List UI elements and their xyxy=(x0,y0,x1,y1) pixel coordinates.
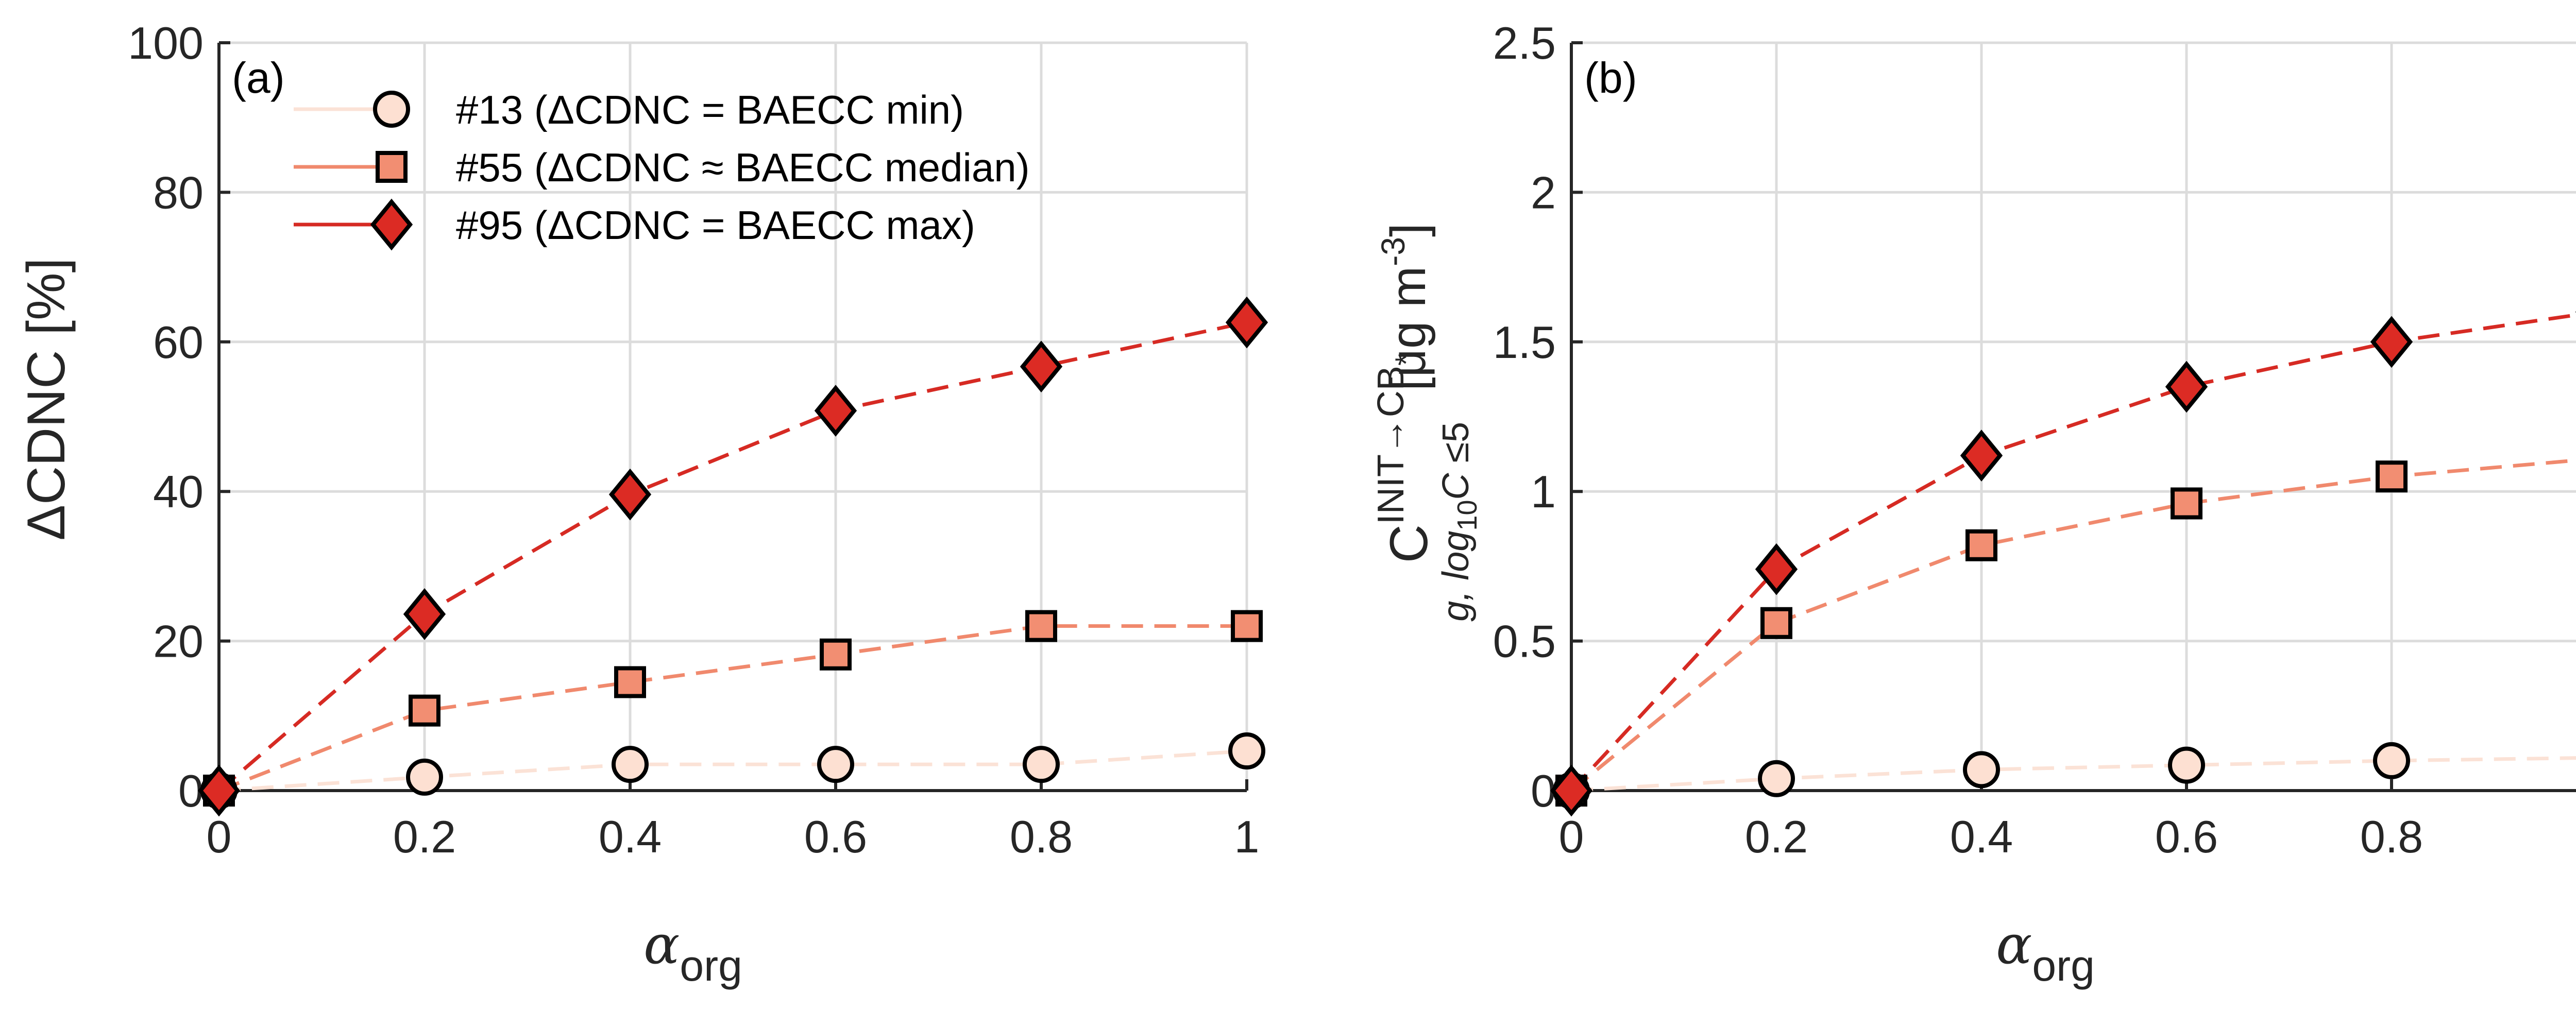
panel-b-y-units-close: ] xyxy=(1381,223,1436,237)
panel-b-series-1-line xyxy=(1570,458,2576,792)
panel-b-x-tick-label: 0.4 xyxy=(1950,811,2013,862)
panel-a-y-tick-label: 100 xyxy=(128,18,204,69)
panel-a-series-2-point xyxy=(1020,340,1063,393)
panel-a-series-2-point xyxy=(1225,296,1268,349)
panel-a-series-1-line xyxy=(218,624,1247,793)
panel-a-series-2-point xyxy=(197,764,241,817)
panel-a-series-1-point xyxy=(1231,610,1263,642)
panel-a-y-tick-label: 60 xyxy=(153,317,204,368)
panel-b-series-0-point xyxy=(1963,751,2000,789)
panel-a-series-0-point xyxy=(1228,732,1265,770)
panel-a-x-tick-label: 0.8 xyxy=(1010,811,1073,862)
panel-b-y-star: * xyxy=(1389,354,1423,366)
panel-a-series xyxy=(197,296,1268,817)
panel-a-x-tick-label: 0 xyxy=(207,811,232,862)
panel-a-y-axis-title: ΔCDNC [%] xyxy=(16,258,76,540)
panel-b-series-0-point xyxy=(1758,760,1795,797)
panel-b-y-tick-label: 1.5 xyxy=(1493,317,1556,368)
panel-a-series-2-point xyxy=(403,588,446,640)
legend-label-1: #55 (ΔCDNC ≈ BAECC median) xyxy=(456,145,1030,190)
panel-b-label: (b) xyxy=(1584,54,1637,102)
panel-b-y-units-exp: -3 xyxy=(1375,237,1412,266)
panel-b-y-axis-title: CINIT→CB*g, log10C ≤5[μg m-3] xyxy=(1370,223,1483,621)
panel-a-x-tick-label: 1 xyxy=(1234,811,1260,862)
panel-b-series-1-point xyxy=(2171,487,2202,520)
panel-b-x-axis-alpha: α xyxy=(1996,913,2032,976)
panel-b-y-subscript-suffix: ≤5 xyxy=(1435,422,1477,473)
panel-b-y-units: [μg m xyxy=(1381,266,1436,391)
panel-b-y-symbol: C xyxy=(1379,524,1439,563)
panel-a-series-1-point xyxy=(614,666,646,698)
panel-a-series-1-point xyxy=(409,694,440,727)
legend-label-2: #95 (ΔCDNC = BAECC max) xyxy=(456,202,975,248)
panel-b-grid xyxy=(1570,41,2576,792)
legend: #13 (ΔCDNC = BAECC min) #55 (ΔCDNC ≈ BAEC… xyxy=(294,87,1030,251)
panel-b-y-tick-label: 0.5 xyxy=(1493,616,1556,667)
panel-a-y-tick-label: 20 xyxy=(153,616,204,667)
panel-b-y-superscript: INIT→CB xyxy=(1370,366,1412,524)
panel-b-y-tick-label: 2.5 xyxy=(1493,18,1556,69)
panel-a-series-1-point xyxy=(820,638,852,671)
panel-b-series-0-point xyxy=(2373,742,2410,779)
legend-label-0: #13 (ΔCDNC = BAECC min) xyxy=(456,87,964,132)
panel-b-series-2-point xyxy=(2370,316,2413,368)
panel-a-series-0-point xyxy=(612,746,649,783)
panel-a-series-1-point xyxy=(1025,610,1057,642)
panel-b-x-tick-label: 0.2 xyxy=(1745,811,1808,862)
panel-b-x-axis-sub: org xyxy=(2032,941,2094,990)
panel-b-y-subscript-prefix: g, log xyxy=(1435,531,1477,622)
panel-b-series-2-point xyxy=(2165,361,2208,413)
panel-b-series-2-line xyxy=(1570,313,2576,792)
panel-a-x-tick-label: 0.6 xyxy=(804,811,867,862)
panel-b-series xyxy=(1550,311,2576,817)
panel-b-y-subscript-c: C xyxy=(1435,472,1477,500)
panel-a-series-2-line xyxy=(217,320,1247,792)
panel-a-series-2-point xyxy=(608,468,652,521)
panel-b-series-1-point xyxy=(2376,460,2408,493)
panel-b-y-tick-label: 2 xyxy=(1531,167,1556,218)
panel-b-axes xyxy=(1570,41,2576,792)
panel-b-y-tick-label: 1 xyxy=(1531,466,1556,517)
panel-a-series-2-point xyxy=(814,385,857,437)
legend-marker-1 xyxy=(376,151,408,183)
panel-b-series-1-point xyxy=(1965,529,1997,561)
panel-b-series-2-point xyxy=(1960,430,2003,482)
panel-b-series-0-line xyxy=(1571,756,2576,793)
panel-b-y-subscript-ten: 10 xyxy=(1452,500,1483,530)
panel-a-y-tick-label: 40 xyxy=(153,466,204,517)
panel-a-x-axis-sub: org xyxy=(680,941,742,990)
panel-a-series-0-point xyxy=(1023,746,1060,783)
panel-b-x-tick-label: 0 xyxy=(1559,811,1584,862)
legend-marker-2 xyxy=(370,198,413,251)
panel-b-x-axis-title: αorg xyxy=(1996,913,2095,990)
panel-b-x-tick-label: 0.8 xyxy=(2360,811,2423,862)
panel-b-series-0-point xyxy=(2168,746,2205,784)
legend-marker-0 xyxy=(373,91,410,128)
panel-a-x-axis-title: αorg xyxy=(643,913,742,990)
panel-a-x-tick-label: 0.2 xyxy=(393,811,456,862)
panel-a-x-axis-alpha: α xyxy=(643,913,680,976)
panel-a-label: (a) xyxy=(232,54,285,102)
panel-a-x-tick-label: 0.4 xyxy=(599,811,662,862)
panel-a-series-0-line xyxy=(218,749,1247,793)
panel-b-x-tick-label: 0.6 xyxy=(2155,811,2218,862)
panel-b-series-1-point xyxy=(1760,607,1792,639)
panel-a-series-0-point xyxy=(406,758,443,796)
panel-a-y-tick-label: 80 xyxy=(153,167,204,218)
panel-b-series-2-point xyxy=(1550,764,1593,817)
panel-b: 00.20.40.60.8100.511.522.5 (b) CINIT→CB*… xyxy=(1370,18,2576,990)
panel-a-series-0-point xyxy=(817,746,854,783)
panel-b-tick-labels: 00.20.40.60.8100.511.522.5 xyxy=(1493,18,2424,862)
panel-b-series-2-point xyxy=(1755,543,1798,595)
